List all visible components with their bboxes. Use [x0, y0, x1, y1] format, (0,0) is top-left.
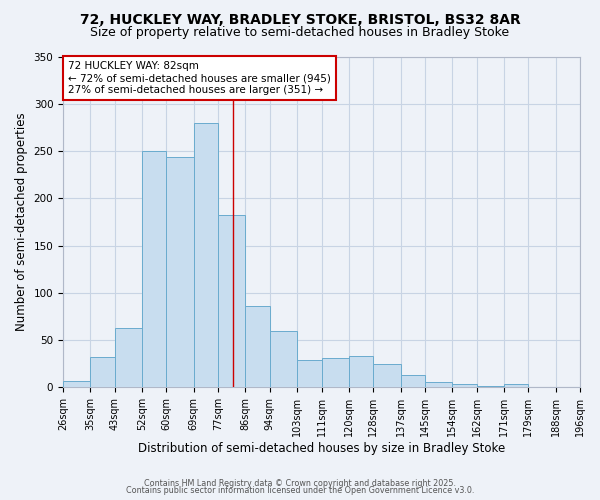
Bar	[142, 151, 166, 388]
Bar	[425, 382, 452, 388]
Bar	[452, 384, 476, 388]
Bar	[529, 386, 556, 388]
Bar	[270, 330, 297, 388]
Text: 72, HUCKLEY WAY, BRADLEY STOKE, BRISTOL, BS32 8AR: 72, HUCKLEY WAY, BRADLEY STOKE, BRISTOL,…	[80, 12, 520, 26]
Bar	[401, 375, 425, 388]
Bar	[504, 384, 529, 388]
Bar	[166, 156, 194, 388]
Bar	[91, 357, 115, 388]
Text: Size of property relative to semi-detached houses in Bradley Stoke: Size of property relative to semi-detach…	[91, 26, 509, 39]
Bar	[218, 216, 245, 388]
Bar	[115, 328, 142, 388]
Bar	[297, 360, 322, 388]
Bar	[194, 122, 218, 388]
Bar	[349, 356, 373, 388]
Bar	[476, 386, 504, 388]
Bar	[63, 381, 91, 388]
Text: Contains public sector information licensed under the Open Government Licence v3: Contains public sector information licen…	[126, 486, 474, 495]
Bar	[373, 364, 401, 388]
Text: Contains HM Land Registry data © Crown copyright and database right 2025.: Contains HM Land Registry data © Crown c…	[144, 478, 456, 488]
Bar	[245, 306, 270, 388]
Text: 72 HUCKLEY WAY: 82sqm
← 72% of semi-detached houses are smaller (945)
27% of sem: 72 HUCKLEY WAY: 82sqm ← 72% of semi-deta…	[68, 62, 331, 94]
Y-axis label: Number of semi-detached properties: Number of semi-detached properties	[15, 112, 28, 332]
X-axis label: Distribution of semi-detached houses by size in Bradley Stoke: Distribution of semi-detached houses by …	[138, 442, 505, 455]
Bar	[322, 358, 349, 388]
